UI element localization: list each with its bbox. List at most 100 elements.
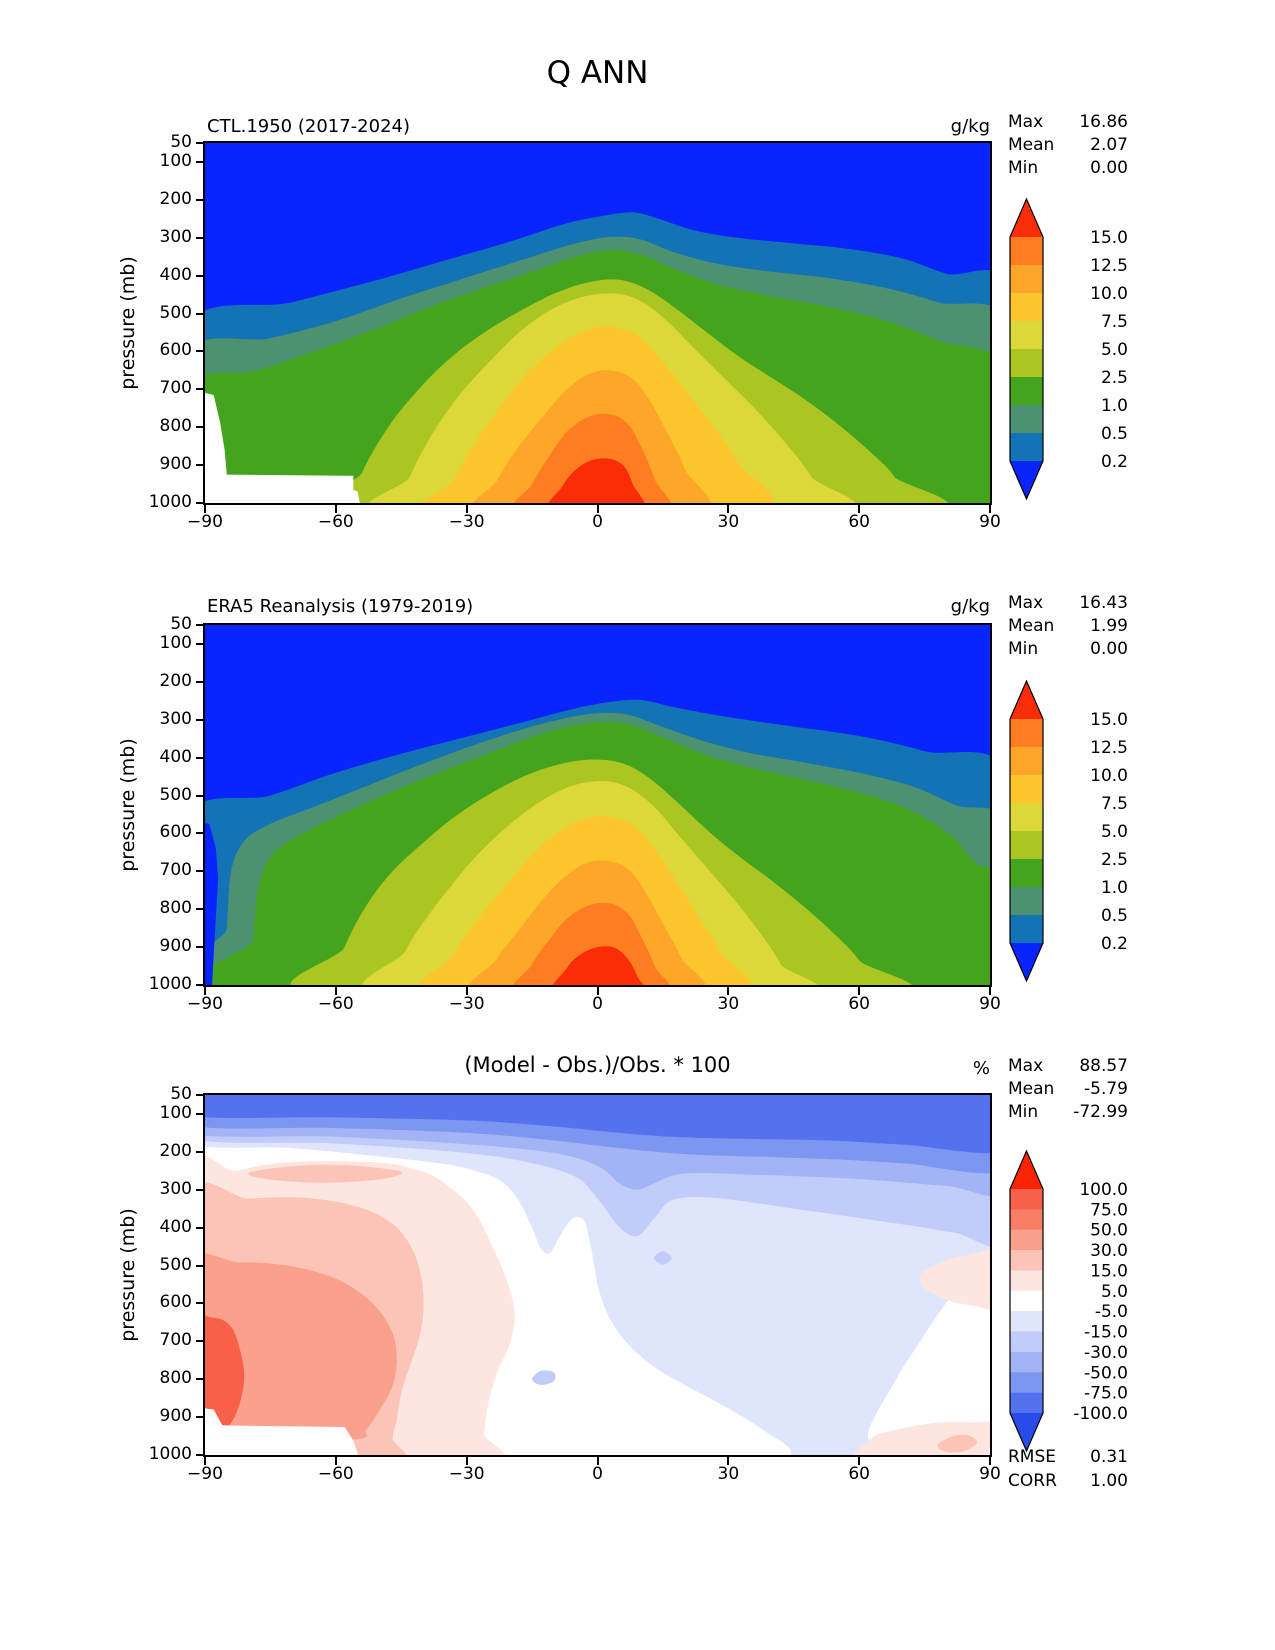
colorbar-tick-label: 5.0 <box>1101 822 1128 842</box>
colorbar-tick-label: 2.5 <box>1101 368 1128 388</box>
y-tick-label: 100 <box>159 632 192 653</box>
x-tick-mark <box>727 987 730 995</box>
panel3-y-axis-label: pressure (mb) <box>117 1208 139 1342</box>
y-tick-label: 600 <box>159 340 192 361</box>
panel3-contour-plot <box>203 1093 992 1457</box>
colorbar-tick-label: 15.0 <box>1090 1261 1128 1281</box>
stat-value: 88.57 <box>1079 1056 1128 1076</box>
x-tick-mark <box>989 505 991 513</box>
x-tick-mark <box>204 505 206 513</box>
y-tick-label: 200 <box>159 188 192 209</box>
stat-row: Mean 2.07 <box>1008 135 1128 155</box>
colorbar-tick-label: -100.0 <box>1073 1404 1128 1424</box>
panel1-colorbar: 15.0 12.5 10.0 7.5 5.0 2.5 1.0 0.5 0.2 <box>1006 197 1136 509</box>
stat-label: Mean <box>1008 1079 1055 1099</box>
y-tick-mark <box>196 142 204 144</box>
y-tick-mark <box>196 794 204 797</box>
stat-row: Min 0.00 <box>1008 639 1128 659</box>
panel3-colorbar: 100.0 75.0 50.0 30.0 15.0 5.0 -5.0 -15.0 -30.0 -5… <box>1006 1149 1136 1461</box>
x-tick-label: −30 <box>448 994 485 1014</box>
y-tick-label: 800 <box>159 416 192 437</box>
x-tick-mark <box>596 987 599 995</box>
stat-row: Min 0.00 <box>1008 158 1128 178</box>
y-tick-label: 800 <box>159 898 192 919</box>
y-tick-label: 600 <box>159 1292 192 1313</box>
x-tick-label: 60 <box>848 512 870 532</box>
colorbar-tick-label: 100.0 <box>1079 1180 1128 1200</box>
y-tick-mark <box>196 350 204 353</box>
x-tick-mark <box>596 505 599 513</box>
y-tick-mark <box>196 680 204 683</box>
x-tick-mark <box>334 505 337 513</box>
panel3-units-label: % <box>972 1058 990 1079</box>
x-tick-mark <box>334 987 337 995</box>
stat-row: Max 16.86 <box>1008 112 1128 132</box>
panel1-title: CTL.1950 (2017-2024) <box>207 116 411 137</box>
x-tick-label: −60 <box>317 512 354 532</box>
y-tick-label: 50 <box>170 132 192 152</box>
x-tick-mark <box>204 987 206 995</box>
x-tick-mark <box>727 505 730 513</box>
colorbar-svg: 15.0 12.5 10.0 7.5 5.0 2.5 1.0 0.5 0.2 <box>1009 197 1128 501</box>
figure-title: Q ANN <box>546 55 649 91</box>
x-tick-mark <box>465 987 468 995</box>
x-tick-mark <box>858 505 861 513</box>
x-tick-mark <box>989 1457 991 1465</box>
y-tick-label: 300 <box>159 226 192 247</box>
stat-value: 16.43 <box>1079 593 1128 613</box>
y-tick-label: 100 <box>159 150 192 171</box>
x-tick-label: 60 <box>848 994 870 1014</box>
y-tick-mark <box>196 1378 204 1381</box>
y-tick-label: 900 <box>159 936 192 957</box>
stat-label: Min <box>1008 158 1039 178</box>
x-tick-label: −90 <box>187 1464 223 1484</box>
y-tick-mark <box>196 312 204 315</box>
y-tick-label: 50 <box>170 614 192 634</box>
y-tick-label: 500 <box>159 1254 192 1275</box>
stat-row: Max 16.43 <box>1008 593 1128 613</box>
stat-row: Min -72.99 <box>1008 1102 1128 1122</box>
stat-row: Mean -5.79 <box>1008 1079 1128 1099</box>
panel2-units-label: g/kg <box>950 596 990 617</box>
y-tick-mark <box>196 1340 204 1343</box>
y-tick-label: 500 <box>159 302 192 323</box>
panel1-contour-plot <box>203 141 992 505</box>
y-tick-mark <box>196 464 204 467</box>
x-tick-label: −60 <box>317 994 354 1014</box>
x-tick-mark <box>858 1457 861 1465</box>
x-tick-mark <box>465 1457 468 1465</box>
colorbar-tick-label: 7.5 <box>1101 794 1128 814</box>
contour-region <box>205 1095 990 1154</box>
colorbar-tick-label: 0.5 <box>1101 424 1128 444</box>
y-tick-mark <box>196 870 204 873</box>
y-tick-label: 100 <box>159 1102 192 1123</box>
contour-region <box>205 1408 359 1455</box>
y-tick-label: 600 <box>159 822 192 843</box>
y-tick-label: 400 <box>159 264 192 285</box>
colorbar-svg: 15.0 12.5 10.0 7.5 5.0 2.5 1.0 0.5 0.2 <box>1009 679 1128 983</box>
y-tick-label: 1000 <box>148 492 192 512</box>
stat-value: -72.99 <box>1073 1102 1128 1122</box>
stat-label: Max <box>1008 112 1044 132</box>
y-tick-label: 200 <box>159 1140 192 1161</box>
y-tick-label: 900 <box>159 1406 192 1427</box>
contour-field-svg <box>205 1095 990 1455</box>
x-tick-label: −30 <box>448 1464 485 1484</box>
stat-value: 0.00 <box>1090 639 1128 659</box>
colorbar-tick-label: 2.5 <box>1101 850 1128 870</box>
stat-label: Max <box>1008 1056 1044 1076</box>
contour-region <box>937 1434 977 1453</box>
stat-value: 2.07 <box>1090 135 1128 155</box>
x-tick-label: −60 <box>317 1464 354 1484</box>
contour-region <box>552 946 644 985</box>
colorbar-svg: 100.075.050.030.015.05.0-5.0-15.0-30.0-5… <box>1009 1149 1128 1453</box>
y-tick-mark <box>196 1416 204 1419</box>
panel2-title: ERA5 Reanalysis (1979-2019) <box>207 596 474 617</box>
y-tick-mark <box>196 642 204 645</box>
x-tick-mark <box>334 1457 337 1465</box>
stat-row: Max 88.57 <box>1008 1056 1128 1076</box>
panel3-title: (Model - Obs.)/Obs. * 100 <box>464 1053 731 1077</box>
x-tick-label: 60 <box>848 1464 870 1484</box>
stat-value: 0.00 <box>1090 158 1128 178</box>
x-tick-label: 0 <box>592 1464 603 1484</box>
